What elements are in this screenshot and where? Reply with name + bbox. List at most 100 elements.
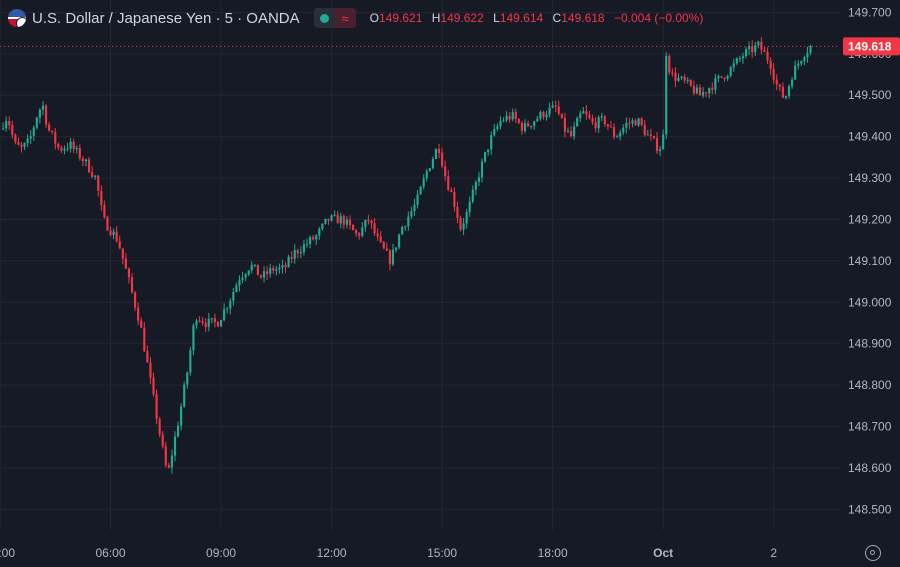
candle-body: [370, 220, 373, 224]
candle-body: [530, 125, 533, 127]
candle-body: [241, 277, 244, 281]
candle-body: [146, 351, 149, 363]
y-tick-label: 148.700: [848, 419, 892, 433]
candle-body: [124, 258, 127, 269]
y-tick-label: 149.700: [848, 5, 892, 19]
candle-body: [284, 265, 287, 268]
candle-body: [173, 436, 177, 456]
candle-body: [480, 161, 484, 178]
candle-body: [143, 327, 146, 352]
candle-body: [668, 55, 671, 73]
candle-body: [711, 88, 714, 90]
candle-body: [741, 56, 745, 59]
candle-body: [256, 264, 259, 276]
low-value: 149.614: [499, 11, 544, 25]
candle-body: [379, 236, 382, 242]
open-label: O: [369, 11, 379, 25]
candle-body: [385, 248, 388, 251]
candle-body: [625, 122, 628, 128]
candle-body: [655, 138, 659, 152]
candle-body: [11, 124, 14, 135]
high-value: 149.622: [440, 11, 484, 25]
market-status-toggle[interactable]: ≈: [313, 8, 356, 28]
candle-body: [787, 86, 791, 97]
x-tick-label: 18:00: [538, 546, 568, 560]
y-tick-label: 148.800: [848, 378, 892, 392]
candle-body: [60, 147, 63, 151]
candle-body: [305, 243, 309, 245]
candle-body: [161, 434, 164, 447]
candle-body: [637, 118, 640, 126]
candle-body: [569, 130, 573, 137]
candle-body: [183, 384, 186, 407]
candle-body: [167, 465, 170, 468]
candle-body: [511, 112, 514, 120]
candle-body: [351, 224, 355, 231]
candle-body: [695, 87, 699, 94]
candle-body: [118, 241, 121, 249]
candle-body: [272, 267, 275, 271]
candle-body: [312, 237, 315, 240]
candle-body: [327, 218, 330, 221]
candle-body: [336, 214, 339, 224]
candle-body: [659, 149, 662, 152]
candle-body: [106, 216, 109, 231]
candle-body: [474, 182, 477, 190]
candle-body: [517, 119, 520, 123]
candle-body: [493, 128, 496, 136]
candle-body: [226, 308, 229, 310]
candle-body: [726, 75, 729, 79]
symbol-title[interactable]: U.S. Dollar / Japanese Yen · 5 · OANDA: [32, 9, 300, 27]
candle-body: [619, 132, 622, 137]
candle-body: [278, 267, 281, 270]
candle-body: [321, 223, 324, 230]
candle-body: [296, 250, 299, 254]
candle-body: [14, 134, 17, 142]
candle-body: [462, 223, 465, 230]
candle-body: [766, 51, 769, 61]
candle-body: [594, 122, 597, 129]
candle-body: [634, 120, 637, 126]
candle-body: [692, 85, 695, 94]
candle-body: [158, 418, 161, 435]
x-tick-label: 03:00: [0, 546, 15, 560]
candle-body: [441, 152, 444, 167]
candle-body: [152, 377, 155, 395]
candle-body: [551, 105, 554, 108]
candle-body: [355, 230, 358, 234]
candle-body: [434, 148, 438, 159]
candle-body: [778, 84, 781, 87]
candle-body: [514, 112, 517, 120]
candle-body: [112, 231, 115, 235]
candle-body: [232, 292, 235, 301]
candle-body: [38, 109, 41, 118]
chart-settings-gear-icon[interactable]: [865, 545, 881, 561]
candle-body: [738, 58, 741, 60]
candle-body: [109, 230, 112, 235]
candle-body: [453, 192, 456, 207]
y-tick-label: 149.000: [848, 295, 892, 309]
candle-body: [754, 45, 757, 53]
candle-body: [794, 65, 797, 80]
candle-body: [616, 136, 619, 138]
candle-body: [330, 215, 333, 221]
candle-body: [262, 271, 266, 278]
y-tick-label: 149.100: [848, 254, 892, 268]
candle-body: [358, 233, 361, 236]
candle-body: [186, 372, 189, 385]
candle-body: [1, 128, 5, 130]
candle-body: [600, 116, 603, 118]
market-open-indicator: [314, 8, 335, 28]
candle-body: [582, 111, 585, 114]
y-tick-label: 148.500: [848, 502, 892, 516]
candle-body: [32, 127, 35, 136]
candle-body: [471, 189, 474, 202]
candle-body: [176, 425, 180, 437]
candle-body: [72, 141, 75, 149]
candle-body: [437, 148, 441, 153]
candle-body: [791, 79, 794, 87]
candle-body: [192, 325, 195, 351]
candle-body: [468, 201, 471, 213]
usd-jpy-flag-icon: [8, 9, 26, 27]
